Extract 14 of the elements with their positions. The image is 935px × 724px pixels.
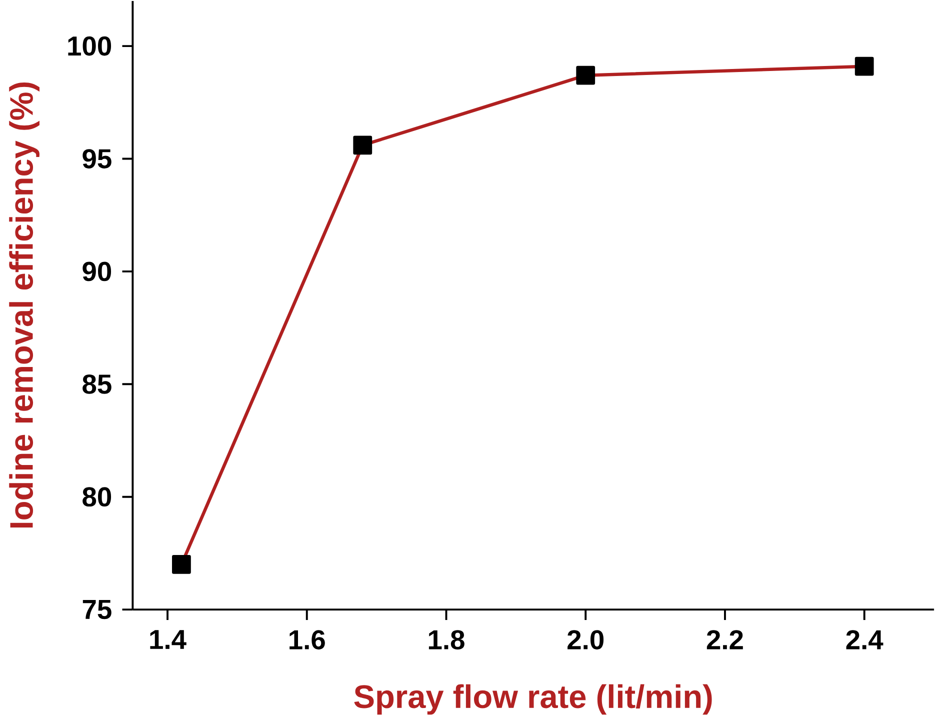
x-axis-title: Spray flow rate (lit/min) (354, 684, 712, 715)
x-tick-label: 1.4 (150, 630, 186, 650)
y-tick-label: 95 (82, 149, 112, 169)
x-tick-label: 1.6 (290, 630, 325, 650)
x-tick-label: 2.4 (846, 630, 884, 650)
y-tick-label: 75 (82, 600, 112, 620)
y-tick-label: 80 (82, 487, 112, 507)
y-tick-label: 85 (82, 374, 112, 394)
x-tick-label: 2.2 (706, 630, 743, 650)
y-tick-label: 90 (82, 262, 112, 282)
y-tick-label: 100 (68, 36, 112, 56)
x-tick-label: 1.8 (428, 630, 464, 650)
x-tick-label: 2.0 (568, 630, 604, 650)
y-axis-title: Iodine removal efficiency (%) (9, 82, 40, 528)
